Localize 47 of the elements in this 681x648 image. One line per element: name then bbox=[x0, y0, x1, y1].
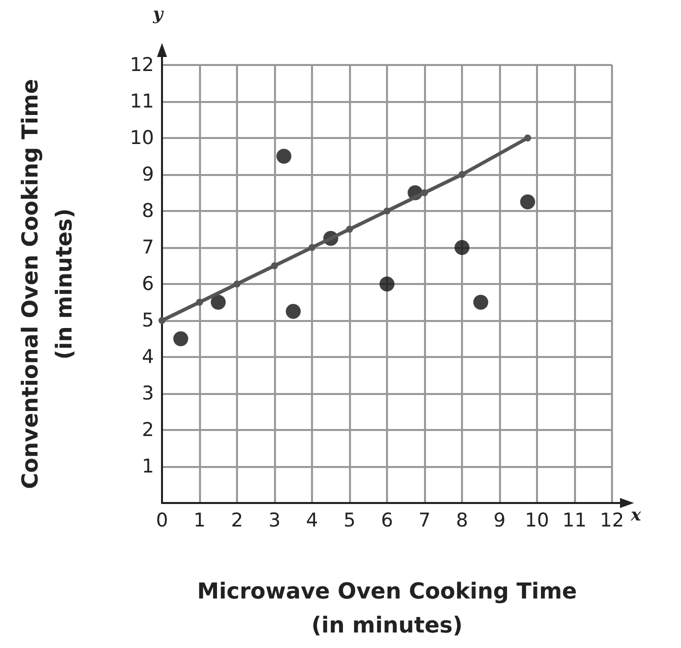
x-tick-label: 9 bbox=[493, 510, 506, 532]
point bbox=[346, 226, 353, 233]
y-tick-label: 4 bbox=[142, 346, 154, 368]
y-tick-label: 12 bbox=[130, 54, 154, 76]
x-tick-label: 1 bbox=[193, 510, 206, 532]
y-tick-label: 6 bbox=[142, 273, 154, 295]
y-tick-label: 9 bbox=[142, 164, 154, 186]
y-tick-label: 5 bbox=[142, 310, 154, 332]
x-tick-label: 11 bbox=[562, 510, 587, 532]
x-tick-label: 12 bbox=[600, 510, 624, 532]
point bbox=[520, 194, 536, 210]
point bbox=[234, 280, 240, 288]
point bbox=[286, 304, 301, 319]
point bbox=[473, 294, 488, 310]
point bbox=[173, 331, 188, 346]
point bbox=[308, 244, 316, 251]
point bbox=[196, 298, 203, 306]
point bbox=[158, 317, 166, 324]
y-tick-label: 2 bbox=[142, 419, 154, 441]
point bbox=[421, 189, 428, 196]
text: y bbox=[152, 4, 164, 24]
y-tick-label: 1 bbox=[142, 456, 154, 478]
y-tick-label: 10 bbox=[130, 127, 154, 149]
point bbox=[380, 276, 394, 292]
x-axis-title: Microwave Oven Cooking Time (in minutes) bbox=[197, 580, 577, 638]
point bbox=[276, 148, 292, 164]
x-tick-label: 10 bbox=[524, 510, 550, 532]
x-tick-label: 3 bbox=[268, 510, 281, 532]
point bbox=[271, 262, 278, 270]
x-tick-label: 0 bbox=[156, 510, 168, 532]
point bbox=[454, 240, 470, 255]
y-axis-title: Conventional Oven Cooking Time (in minutes) bbox=[18, 78, 78, 490]
y-tick-label: 3 bbox=[142, 382, 154, 404]
point bbox=[384, 208, 390, 214]
y-tick-label: 8 bbox=[142, 200, 154, 222]
x-tick-label: 8 bbox=[456, 510, 468, 532]
point bbox=[524, 134, 532, 142]
text: x bbox=[630, 506, 642, 526]
y-tick-label: 11 bbox=[130, 90, 154, 112]
x-tick-label: 2 bbox=[230, 510, 244, 532]
point bbox=[210, 294, 226, 310]
point bbox=[458, 171, 466, 178]
y-tick-label: 7 bbox=[142, 236, 154, 258]
x-tick-label: 6 bbox=[380, 510, 394, 532]
x-tick-label: 5 bbox=[343, 510, 356, 532]
x-tick-label: 7 bbox=[418, 510, 431, 532]
x-tick-label: 4 bbox=[306, 510, 318, 532]
